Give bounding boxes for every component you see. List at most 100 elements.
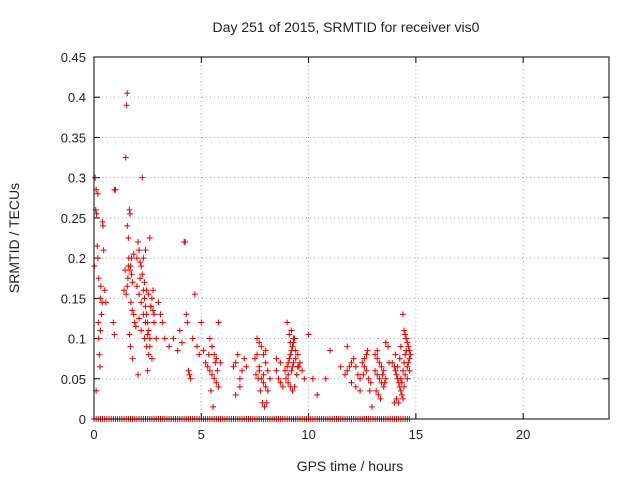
x-axis-label: GPS time / hours	[297, 458, 404, 474]
data-point	[182, 239, 189, 246]
data-point	[137, 259, 144, 266]
data-point	[260, 379, 267, 386]
data-point	[403, 335, 410, 342]
data-point	[273, 355, 280, 362]
data-point	[294, 363, 301, 370]
data-point	[236, 383, 243, 390]
data-point	[159, 319, 166, 326]
data-point	[359, 359, 366, 366]
data-point	[401, 383, 408, 390]
data-point	[393, 371, 400, 378]
data-point	[140, 255, 147, 262]
data-point	[187, 375, 194, 382]
data-point	[131, 319, 138, 326]
data-point	[97, 363, 104, 370]
data-point	[125, 235, 132, 241]
data-point	[95, 319, 102, 326]
y-tick-label: 0.15	[61, 291, 86, 306]
data-point	[285, 379, 292, 386]
data-point	[151, 311, 158, 318]
data-point	[380, 367, 387, 374]
data-point	[112, 186, 119, 193]
data-point	[189, 335, 196, 342]
data-point	[137, 275, 144, 282]
data-point	[406, 347, 413, 354]
data-point	[97, 327, 104, 334]
data-point	[378, 363, 385, 370]
data-point	[215, 383, 222, 390]
data-point	[130, 311, 137, 318]
data-point	[404, 339, 411, 346]
data-point	[96, 351, 103, 358]
data-point	[100, 222, 107, 229]
data-point	[285, 359, 292, 366]
data-point	[402, 331, 409, 338]
data-point	[215, 319, 222, 326]
data-point	[382, 339, 389, 346]
data-point	[129, 355, 136, 362]
data-point	[279, 383, 286, 390]
data-point	[191, 291, 198, 298]
data-point	[293, 371, 300, 378]
data-point	[376, 375, 383, 382]
data-point	[146, 335, 153, 342]
data-point	[183, 311, 190, 318]
data-point	[260, 371, 267, 378]
data-point	[389, 359, 396, 366]
data-point	[157, 311, 164, 318]
data-point	[143, 287, 150, 294]
data-point	[405, 343, 412, 350]
data-point	[344, 367, 351, 374]
data-point	[122, 267, 129, 274]
y-tick-label: 0.05	[61, 372, 86, 387]
data-point	[142, 303, 149, 310]
data-point	[148, 355, 155, 362]
data-point	[363, 351, 370, 358]
data-point	[243, 363, 250, 370]
data-point	[206, 367, 213, 374]
data-point	[291, 383, 298, 390]
data-point	[141, 295, 148, 302]
data-point	[374, 371, 381, 378]
data-point	[127, 210, 134, 217]
y-tick-labels: 0 0.05 0.1 0.15 0.2 0.25 0.3 0.35 0.4 0.45	[61, 50, 86, 427]
data-point	[186, 371, 193, 378]
data-point	[123, 102, 130, 109]
data-point	[209, 371, 216, 378]
data-point	[284, 363, 291, 370]
data-point	[133, 283, 140, 290]
data-point	[305, 331, 312, 338]
x-tick-labels: 0 5 10 15 20	[90, 427, 530, 442]
data-point	[354, 371, 361, 378]
data-point	[402, 371, 409, 378]
data-point	[126, 206, 133, 213]
data-point	[126, 331, 133, 338]
data-point	[348, 359, 355, 366]
data-point	[314, 391, 321, 398]
data-point	[184, 319, 191, 326]
y-tick-label: 0.45	[61, 50, 86, 65]
chart-title: Day 251 of 2015, SRMTID for receiver vis…	[213, 19, 480, 35]
data-point	[396, 355, 403, 362]
data-point	[287, 351, 294, 358]
y-axis-label: SRMTID / TECUs	[6, 183, 22, 293]
data-point	[400, 367, 406, 374]
data-point	[134, 371, 141, 378]
data-point	[170, 335, 177, 342]
data-point	[121, 287, 128, 294]
data-point	[111, 331, 118, 338]
data-point	[144, 331, 151, 338]
data-point	[145, 327, 152, 334]
data-point	[393, 395, 400, 402]
data-point	[127, 343, 134, 350]
data-point	[146, 235, 153, 241]
data-point	[256, 339, 263, 346]
y-tick-label: 0.4	[68, 90, 86, 105]
data-point	[202, 359, 209, 366]
data-point	[262, 383, 269, 390]
data-point	[264, 367, 271, 374]
data-point	[138, 327, 145, 334]
data-point	[374, 355, 381, 362]
data-point	[123, 291, 130, 298]
plot-frame	[93, 56, 610, 420]
